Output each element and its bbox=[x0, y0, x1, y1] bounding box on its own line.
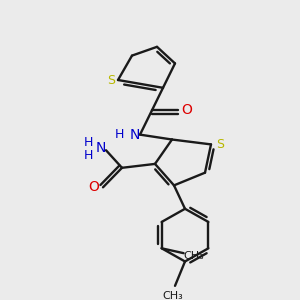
Text: H: H bbox=[83, 148, 93, 162]
Text: CH₃: CH₃ bbox=[163, 291, 183, 300]
Text: H: H bbox=[83, 136, 93, 149]
Text: CH₃: CH₃ bbox=[183, 251, 204, 261]
Text: H: H bbox=[115, 128, 124, 141]
Text: O: O bbox=[182, 103, 192, 117]
Text: N: N bbox=[130, 128, 140, 142]
Text: O: O bbox=[88, 180, 99, 194]
Text: S: S bbox=[107, 74, 115, 86]
Text: S: S bbox=[216, 138, 224, 151]
Text: N: N bbox=[96, 141, 106, 155]
